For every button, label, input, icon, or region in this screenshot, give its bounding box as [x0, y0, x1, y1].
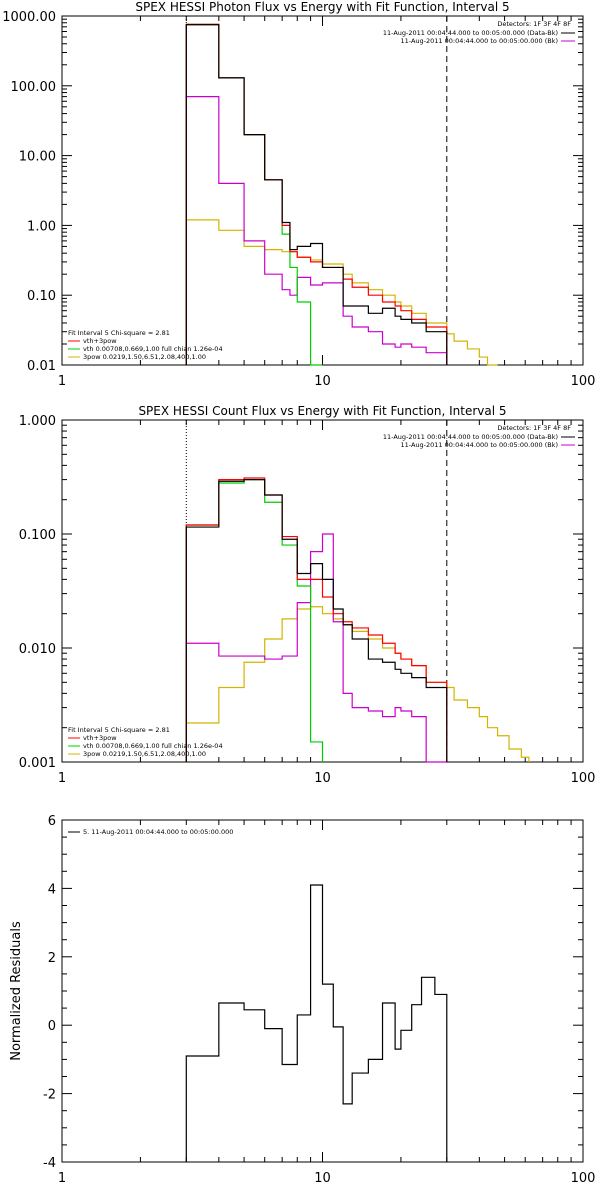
chart-title: SPEX HESSI Photon Flux vs Energy with Fi… [135, 0, 509, 14]
y-axis: 1.000 0.100 0.010 0.001 [19, 414, 583, 771]
y-tick-label: 1000.00 [2, 10, 56, 25]
y-tick-label: 0.010 [19, 642, 56, 657]
y-tick-label: 10.00 [19, 150, 56, 165]
x-tick-label: 10 [314, 374, 331, 389]
y-tick-label: 6 [48, 814, 56, 829]
legend-left-entry: Fit Interval 5 Chi-square = 2.81 [68, 726, 170, 734]
legend-right-entry: 11-Aug-2011 00:04:44.000 to 00:05:00.000… [401, 37, 558, 45]
detectors-label: Detectors: 1F 3F 4F 8F [497, 20, 571, 28]
x-tick-label: 1 [58, 1171, 66, 1186]
series-three-pow [185, 606, 530, 762]
y-tick-label: 0.01 [27, 359, 56, 374]
legend: 5. 11-Aug-2011 00:04:44.000 to 00:05:00.… [68, 828, 233, 836]
series-total [185, 479, 448, 762]
y-axis-label: Normalized Residuals [9, 921, 24, 1061]
series-vth-3pow [185, 477, 448, 762]
chart-title: SPEX HESSI Count Flux vs Energy with Fit… [138, 404, 506, 418]
x-axis: 1 10 100 [58, 420, 596, 786]
y-tick-label: 4 [48, 882, 56, 897]
x-tick-label: 1 [58, 771, 66, 786]
legend-left-entry: vth+3pow [83, 337, 117, 345]
series-bk [185, 96, 448, 365]
series-bk [185, 533, 447, 763]
legend-left-entry: vth 0.00708,0.669,1.00 full chian 1.26e-… [83, 742, 223, 750]
legend-left-entry: vth 0.00708,0.669,1.00 full chian 1.26e-… [83, 345, 223, 353]
series-vth-3pow [185, 23, 448, 365]
y-tick-label: 0.10 [27, 289, 56, 304]
plot-frame [61, 15, 584, 366]
x-tick-label: 100 [571, 771, 596, 786]
detectors-label: Detectors: 1F 3F 4F 8F [497, 424, 571, 432]
legend-left-entry: 5. 11-Aug-2011 00:04:44.000 to 00:05:00.… [83, 828, 233, 836]
y-tick-label: 0.100 [19, 528, 56, 543]
panel-3: 1 10 100 6 4 2 0 -2 -4 Normalized Residuals 5. 11-… [9, 814, 595, 1186]
series-three-pow [185, 219, 498, 366]
y-axis: 6 4 2 0 -2 -4 [43, 814, 583, 1171]
y-tick-label: 0.001 [19, 756, 56, 771]
legend-left-entry: 3pow 0.0219,1.50,6.51,2.08,400,1.00 [83, 353, 206, 361]
y-tick-label: 100.00 [11, 80, 57, 95]
legend-left-entry: 3pow 0.0219,1.50,6.51,2.08,400,1.00 [83, 750, 206, 758]
y-axis: 1000.00 100.00 10.00 1.00 0.10 0.01 [2, 10, 583, 374]
series-total [185, 24, 448, 365]
x-tick-label: 100 [571, 1171, 596, 1186]
panel-2: SPEX HESSI Count Flux vs Energy with Fit… [19, 404, 596, 786]
legend-right-entry: 11-Aug-2011 00:04:44.000 to 00:05:00.000… [383, 29, 558, 37]
legend-left-entry: vth+3pow [83, 734, 117, 742]
y-tick-label: 1.00 [27, 219, 56, 234]
series-vth [185, 479, 324, 762]
x-tick-label: 10 [314, 1171, 331, 1186]
y-tick-label: -2 [43, 1088, 56, 1103]
panel-1: SPEX HESSI Photon Flux vs Energy with Fi… [2, 0, 595, 389]
series-total [185, 884, 448, 1162]
x-tick-label: 10 [314, 771, 331, 786]
y-tick-label: 0 [48, 1019, 56, 1034]
series-vth [185, 23, 323, 366]
legend-left-entry: Fit Interval 5 Chi-square = 2.81 [68, 329, 170, 337]
legend-right-entry: 11-Aug-2011 00:04:44.000 to 00:05:00.000… [383, 433, 558, 441]
plot-frame [61, 819, 584, 1163]
y-tick-label: -4 [43, 1156, 56, 1171]
x-tick-label: 1 [58, 374, 66, 389]
y-tick-label: 1.000 [19, 414, 56, 429]
x-axis: 1 10 100 [58, 820, 596, 1186]
y-tick-label: 2 [48, 951, 56, 966]
x-tick-label: 100 [571, 374, 596, 389]
legend-right-entry: 11-Aug-2011 00:04:44.000 to 00:05:00.000… [401, 441, 558, 449]
